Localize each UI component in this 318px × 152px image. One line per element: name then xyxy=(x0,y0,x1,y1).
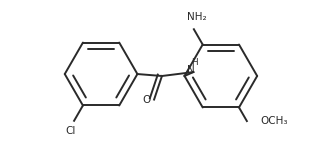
Text: H: H xyxy=(191,58,198,67)
Text: Cl: Cl xyxy=(65,126,75,136)
Text: N: N xyxy=(187,65,194,75)
Text: NH₂: NH₂ xyxy=(187,12,207,22)
Text: OCH₃: OCH₃ xyxy=(261,116,288,126)
Text: O: O xyxy=(142,95,150,105)
